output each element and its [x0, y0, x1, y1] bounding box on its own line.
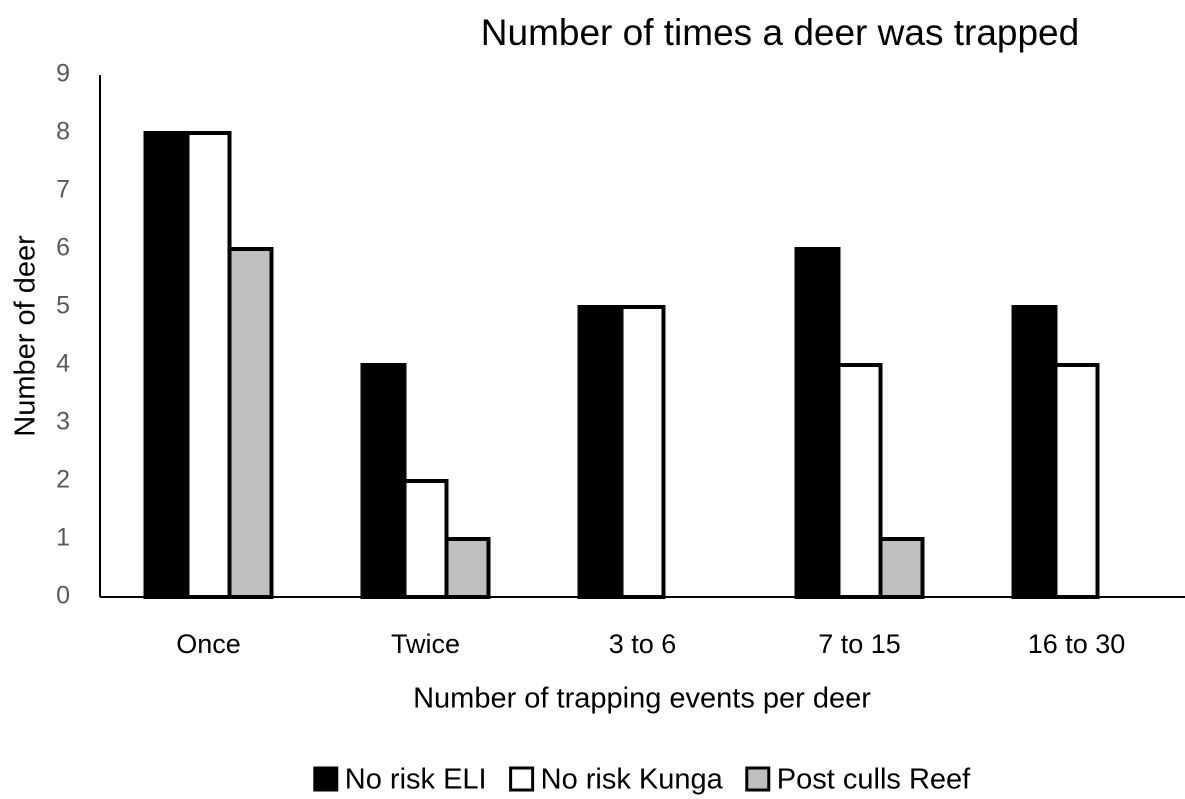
bar	[878, 537, 925, 599]
y-tick-label: 5	[56, 292, 70, 320]
legend-label: Post culls Reef	[777, 764, 971, 796]
y-tick-label: 1	[56, 524, 70, 552]
bar	[227, 247, 274, 599]
plot-area: 0 1 2 3 4 5 6 7 8 9 Once Twice 3 to 6 7 to 15 16 to 30	[56, 60, 1125, 660]
y-tick-label: 9	[56, 60, 70, 88]
y-tick-label: 3	[56, 408, 70, 436]
legend-label: No risk ELI	[345, 764, 487, 796]
legend: No risk ELI No risk Kunga Post culls Reef	[313, 764, 971, 796]
chart-title: Number of times a deer was trapped	[481, 12, 1079, 53]
x-tick-label: Twice	[391, 629, 460, 659]
bar	[794, 247, 841, 599]
bar	[360, 363, 407, 599]
legend-swatch	[745, 766, 771, 792]
y-tick-label: 0	[56, 582, 70, 610]
y-tick-label: 8	[56, 118, 70, 146]
bar	[1053, 363, 1100, 599]
y-tick-label: 6	[56, 234, 70, 262]
x-tick-label: 7 to 15	[818, 629, 901, 659]
bar	[402, 479, 449, 599]
legend-swatch	[313, 766, 339, 792]
bar	[185, 131, 232, 599]
legend-swatch	[509, 766, 535, 792]
x-axis-label: Number of trapping events per deer	[413, 683, 871, 715]
bar	[444, 537, 491, 599]
y-tick-label: 7	[56, 176, 70, 204]
x-tick-label: Once	[176, 629, 241, 659]
y-tick-label: 2	[56, 466, 70, 494]
x-tick-label: 3 to 6	[609, 629, 677, 659]
y-axis-label: Number of deer	[10, 235, 42, 437]
legend-label: No risk Kunga	[541, 764, 724, 796]
bar	[143, 131, 190, 599]
bar	[1011, 305, 1058, 599]
bar	[577, 305, 624, 599]
y-tick-label: 4	[56, 350, 70, 378]
x-tick-label: 16 to 30	[1028, 629, 1126, 659]
bar	[619, 305, 666, 599]
bar	[836, 363, 883, 599]
